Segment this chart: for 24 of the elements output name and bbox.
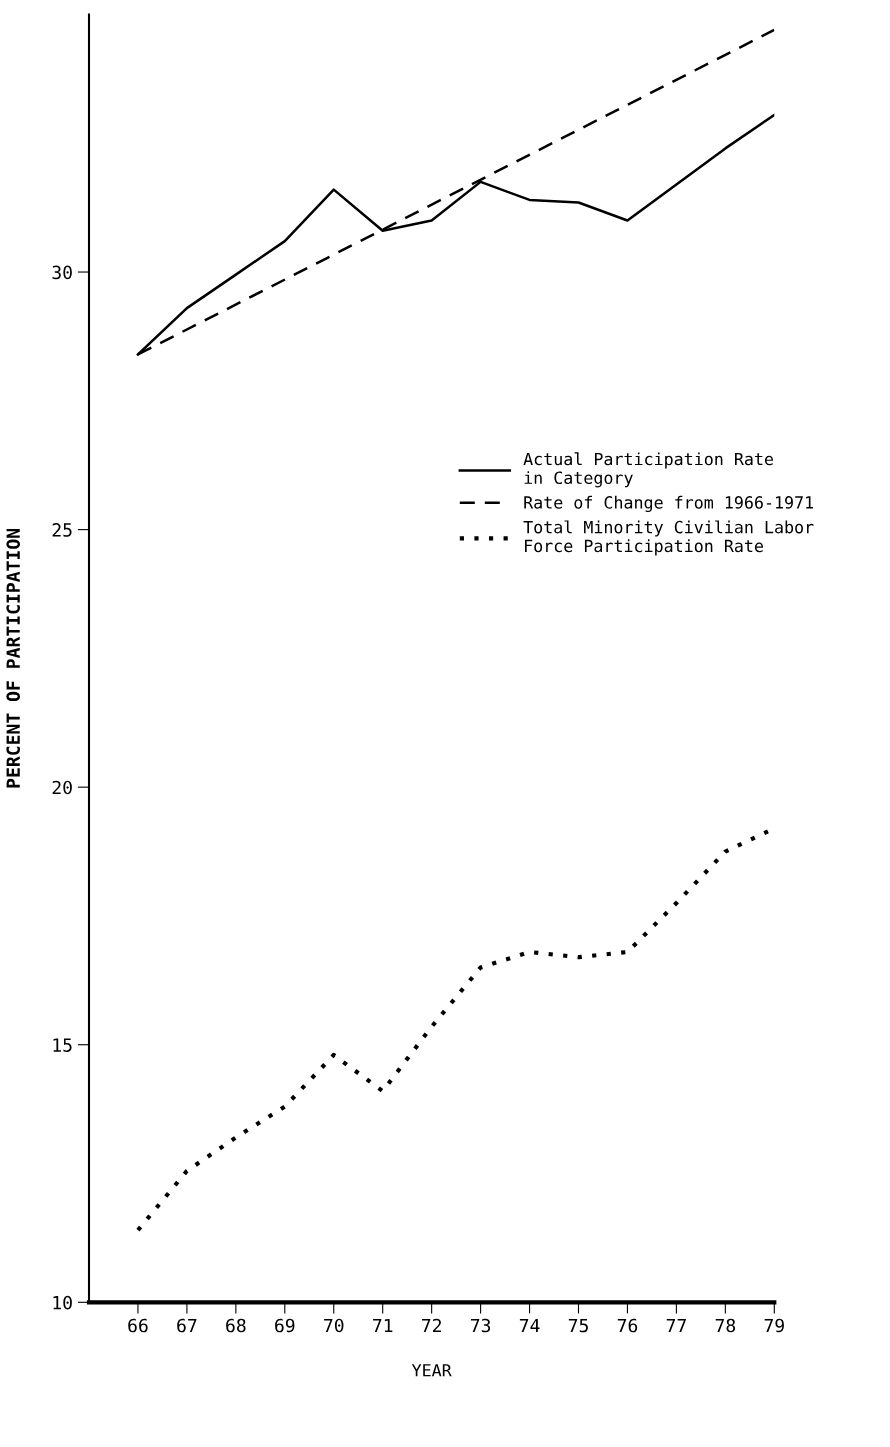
- x-tick-label: 69: [275, 1318, 295, 1333]
- x-tick-label: 76: [617, 1318, 638, 1333]
- y-tick-label: 30: [52, 265, 72, 280]
- y-axis-title: PERCENT OF PARTICIPATION: [6, 529, 21, 788]
- legend-label: Rate of Change from 1966-1971: [524, 495, 813, 513]
- x-tick-label: 67: [177, 1318, 197, 1333]
- x-tick-label: 71: [373, 1318, 393, 1333]
- x-axis-title: YEAR: [411, 1364, 452, 1377]
- y-tick-label: 20: [52, 780, 72, 795]
- x-tick-label: 73: [470, 1318, 491, 1333]
- legend-label: Actual Participation Rate in Category: [523, 452, 774, 488]
- x-tick-label: 70: [324, 1318, 344, 1333]
- y-tick-label: 25: [52, 523, 72, 537]
- legend-label: Total Minority Civilian Labor Force Participation Rate: [523, 520, 814, 556]
- x-tick-label: 79: [764, 1318, 784, 1333]
- x-tick-label: 72: [422, 1318, 441, 1333]
- x-tick-label: 78: [715, 1318, 736, 1333]
- x-tick-label: 75: [568, 1318, 588, 1333]
- y-tick-label: 10: [53, 1295, 72, 1310]
- x-tick-label: 74: [519, 1318, 540, 1333]
- x-tick-label: 68: [226, 1318, 246, 1333]
- y-tick-label: 15: [53, 1038, 72, 1052]
- x-tick-label: 66: [128, 1318, 148, 1333]
- x-tick-label: 77: [666, 1318, 686, 1333]
